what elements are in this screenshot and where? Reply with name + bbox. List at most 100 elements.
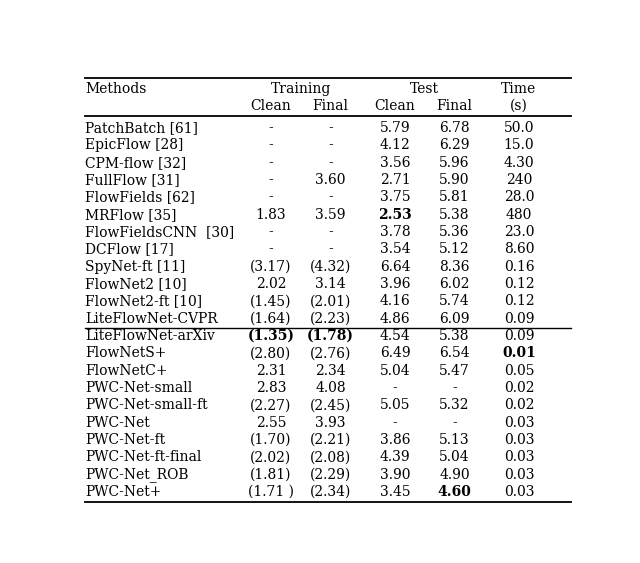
Text: 5.04: 5.04: [380, 364, 410, 378]
Text: 4.90: 4.90: [439, 468, 470, 482]
Text: FlowNetS+: FlowNetS+: [85, 346, 166, 360]
Text: FullFlow [31]: FullFlow [31]: [85, 173, 180, 187]
Text: CPM-flow [32]: CPM-flow [32]: [85, 155, 186, 169]
Text: Final: Final: [312, 99, 349, 113]
Text: 0.12: 0.12: [504, 277, 534, 291]
Text: 8.60: 8.60: [504, 242, 534, 256]
Text: 3.75: 3.75: [380, 190, 410, 204]
Text: EpicFlow [28]: EpicFlow [28]: [85, 138, 183, 153]
Text: 28.0: 28.0: [504, 190, 534, 204]
Text: 5.04: 5.04: [439, 450, 470, 464]
Text: 8.36: 8.36: [439, 260, 470, 274]
Text: 0.09: 0.09: [504, 312, 534, 326]
Text: 240: 240: [506, 173, 532, 187]
Text: 2.71: 2.71: [380, 173, 410, 187]
Text: 0.03: 0.03: [504, 468, 534, 482]
Text: 2.34: 2.34: [315, 364, 346, 378]
Text: -: -: [269, 138, 273, 153]
Text: -: -: [452, 415, 457, 430]
Text: -: -: [269, 155, 273, 169]
Text: 0.02: 0.02: [504, 381, 534, 395]
Text: Time: Time: [501, 82, 536, 96]
Text: (1.81): (1.81): [250, 468, 292, 482]
Text: 2.55: 2.55: [256, 415, 286, 430]
Text: 5.81: 5.81: [439, 190, 470, 204]
Text: LiteFlowNet-arXiv: LiteFlowNet-arXiv: [85, 329, 215, 343]
Text: 5.96: 5.96: [439, 155, 470, 169]
Text: (1.71 ): (1.71 ): [248, 485, 294, 499]
Text: 6.54: 6.54: [439, 346, 470, 360]
Text: 4.54: 4.54: [380, 329, 410, 343]
Text: 0.02: 0.02: [504, 399, 534, 413]
Text: 0.03: 0.03: [504, 433, 534, 447]
Text: 5.38: 5.38: [439, 208, 470, 222]
Text: PWC-Net-ft: PWC-Net-ft: [85, 433, 165, 447]
Text: 6.49: 6.49: [380, 346, 410, 360]
Text: 2.02: 2.02: [256, 277, 286, 291]
Text: PWC-Net_ROB: PWC-Net_ROB: [85, 467, 188, 482]
Text: 5.32: 5.32: [439, 399, 470, 413]
Text: (2.02): (2.02): [250, 450, 292, 464]
Text: 3.60: 3.60: [316, 173, 346, 187]
Text: Clean: Clean: [251, 99, 291, 113]
Text: (1.78): (1.78): [307, 329, 354, 343]
Text: 5.05: 5.05: [380, 399, 410, 413]
Text: (1.64): (1.64): [250, 312, 292, 326]
Text: Test: Test: [410, 82, 439, 96]
Text: 0.03: 0.03: [504, 485, 534, 499]
Text: (1.70): (1.70): [250, 433, 292, 447]
Text: -: -: [269, 190, 273, 204]
Text: (4.32): (4.32): [310, 260, 351, 274]
Text: (2.23): (2.23): [310, 312, 351, 326]
Text: PWC-Net: PWC-Net: [85, 415, 150, 430]
Text: PWC-Net-small-ft: PWC-Net-small-ft: [85, 399, 207, 413]
Text: -: -: [328, 190, 333, 204]
Text: 6.09: 6.09: [439, 312, 470, 326]
Text: 5.12: 5.12: [439, 242, 470, 256]
Text: (s): (s): [510, 99, 528, 113]
Text: -: -: [328, 155, 333, 169]
Text: 4.60: 4.60: [438, 485, 472, 499]
Text: 4.08: 4.08: [315, 381, 346, 395]
Text: FlowNet2-ft [10]: FlowNet2-ft [10]: [85, 294, 202, 309]
Text: 4.39: 4.39: [380, 450, 410, 464]
Text: 5.47: 5.47: [439, 364, 470, 378]
Text: Clean: Clean: [374, 99, 415, 113]
Text: FlowFields [62]: FlowFields [62]: [85, 190, 195, 204]
Text: 15.0: 15.0: [504, 138, 534, 153]
Text: 2.31: 2.31: [255, 364, 286, 378]
Text: -: -: [269, 173, 273, 187]
Text: 6.29: 6.29: [439, 138, 470, 153]
Text: 6.78: 6.78: [439, 121, 470, 135]
Text: Methods: Methods: [85, 82, 147, 96]
Text: LiteFlowNet-CVPR: LiteFlowNet-CVPR: [85, 312, 218, 326]
Text: 3.93: 3.93: [316, 415, 346, 430]
Text: 50.0: 50.0: [504, 121, 534, 135]
Text: 2.83: 2.83: [256, 381, 286, 395]
Text: 5.90: 5.90: [439, 173, 470, 187]
Text: -: -: [269, 242, 273, 256]
Text: 5.74: 5.74: [439, 294, 470, 309]
Text: 3.45: 3.45: [380, 485, 410, 499]
Text: 5.36: 5.36: [439, 225, 470, 239]
Text: Training: Training: [271, 82, 331, 96]
Text: 480: 480: [506, 208, 532, 222]
Text: DCFlow [17]: DCFlow [17]: [85, 242, 174, 256]
Text: 23.0: 23.0: [504, 225, 534, 239]
Text: 6.64: 6.64: [380, 260, 410, 274]
Text: (3.17): (3.17): [250, 260, 292, 274]
Text: 3.90: 3.90: [380, 468, 410, 482]
Text: -: -: [269, 225, 273, 239]
Text: 4.16: 4.16: [380, 294, 410, 309]
Text: -: -: [269, 121, 273, 135]
Text: -: -: [392, 415, 397, 430]
Text: FlowNet2 [10]: FlowNet2 [10]: [85, 277, 187, 291]
Text: 0.09: 0.09: [504, 329, 534, 343]
Text: (2.80): (2.80): [250, 346, 292, 360]
Text: 1.83: 1.83: [255, 208, 286, 222]
Text: 3.86: 3.86: [380, 433, 410, 447]
Text: PatchBatch [61]: PatchBatch [61]: [85, 121, 198, 135]
Text: 3.14: 3.14: [315, 277, 346, 291]
Text: -: -: [328, 225, 333, 239]
Text: -: -: [328, 121, 333, 135]
